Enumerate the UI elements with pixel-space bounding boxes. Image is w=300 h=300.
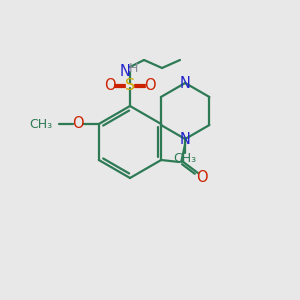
Text: O: O [72, 116, 84, 131]
Text: S: S [125, 79, 135, 94]
Text: CH₃: CH₃ [174, 152, 197, 166]
Text: O: O [104, 79, 116, 94]
Text: N: N [180, 76, 190, 91]
Text: CH₃: CH₃ [30, 118, 53, 130]
Text: H: H [128, 62, 138, 76]
Text: O: O [196, 169, 208, 184]
Text: N: N [180, 131, 190, 146]
Text: N: N [120, 64, 130, 79]
Text: O: O [144, 79, 156, 94]
